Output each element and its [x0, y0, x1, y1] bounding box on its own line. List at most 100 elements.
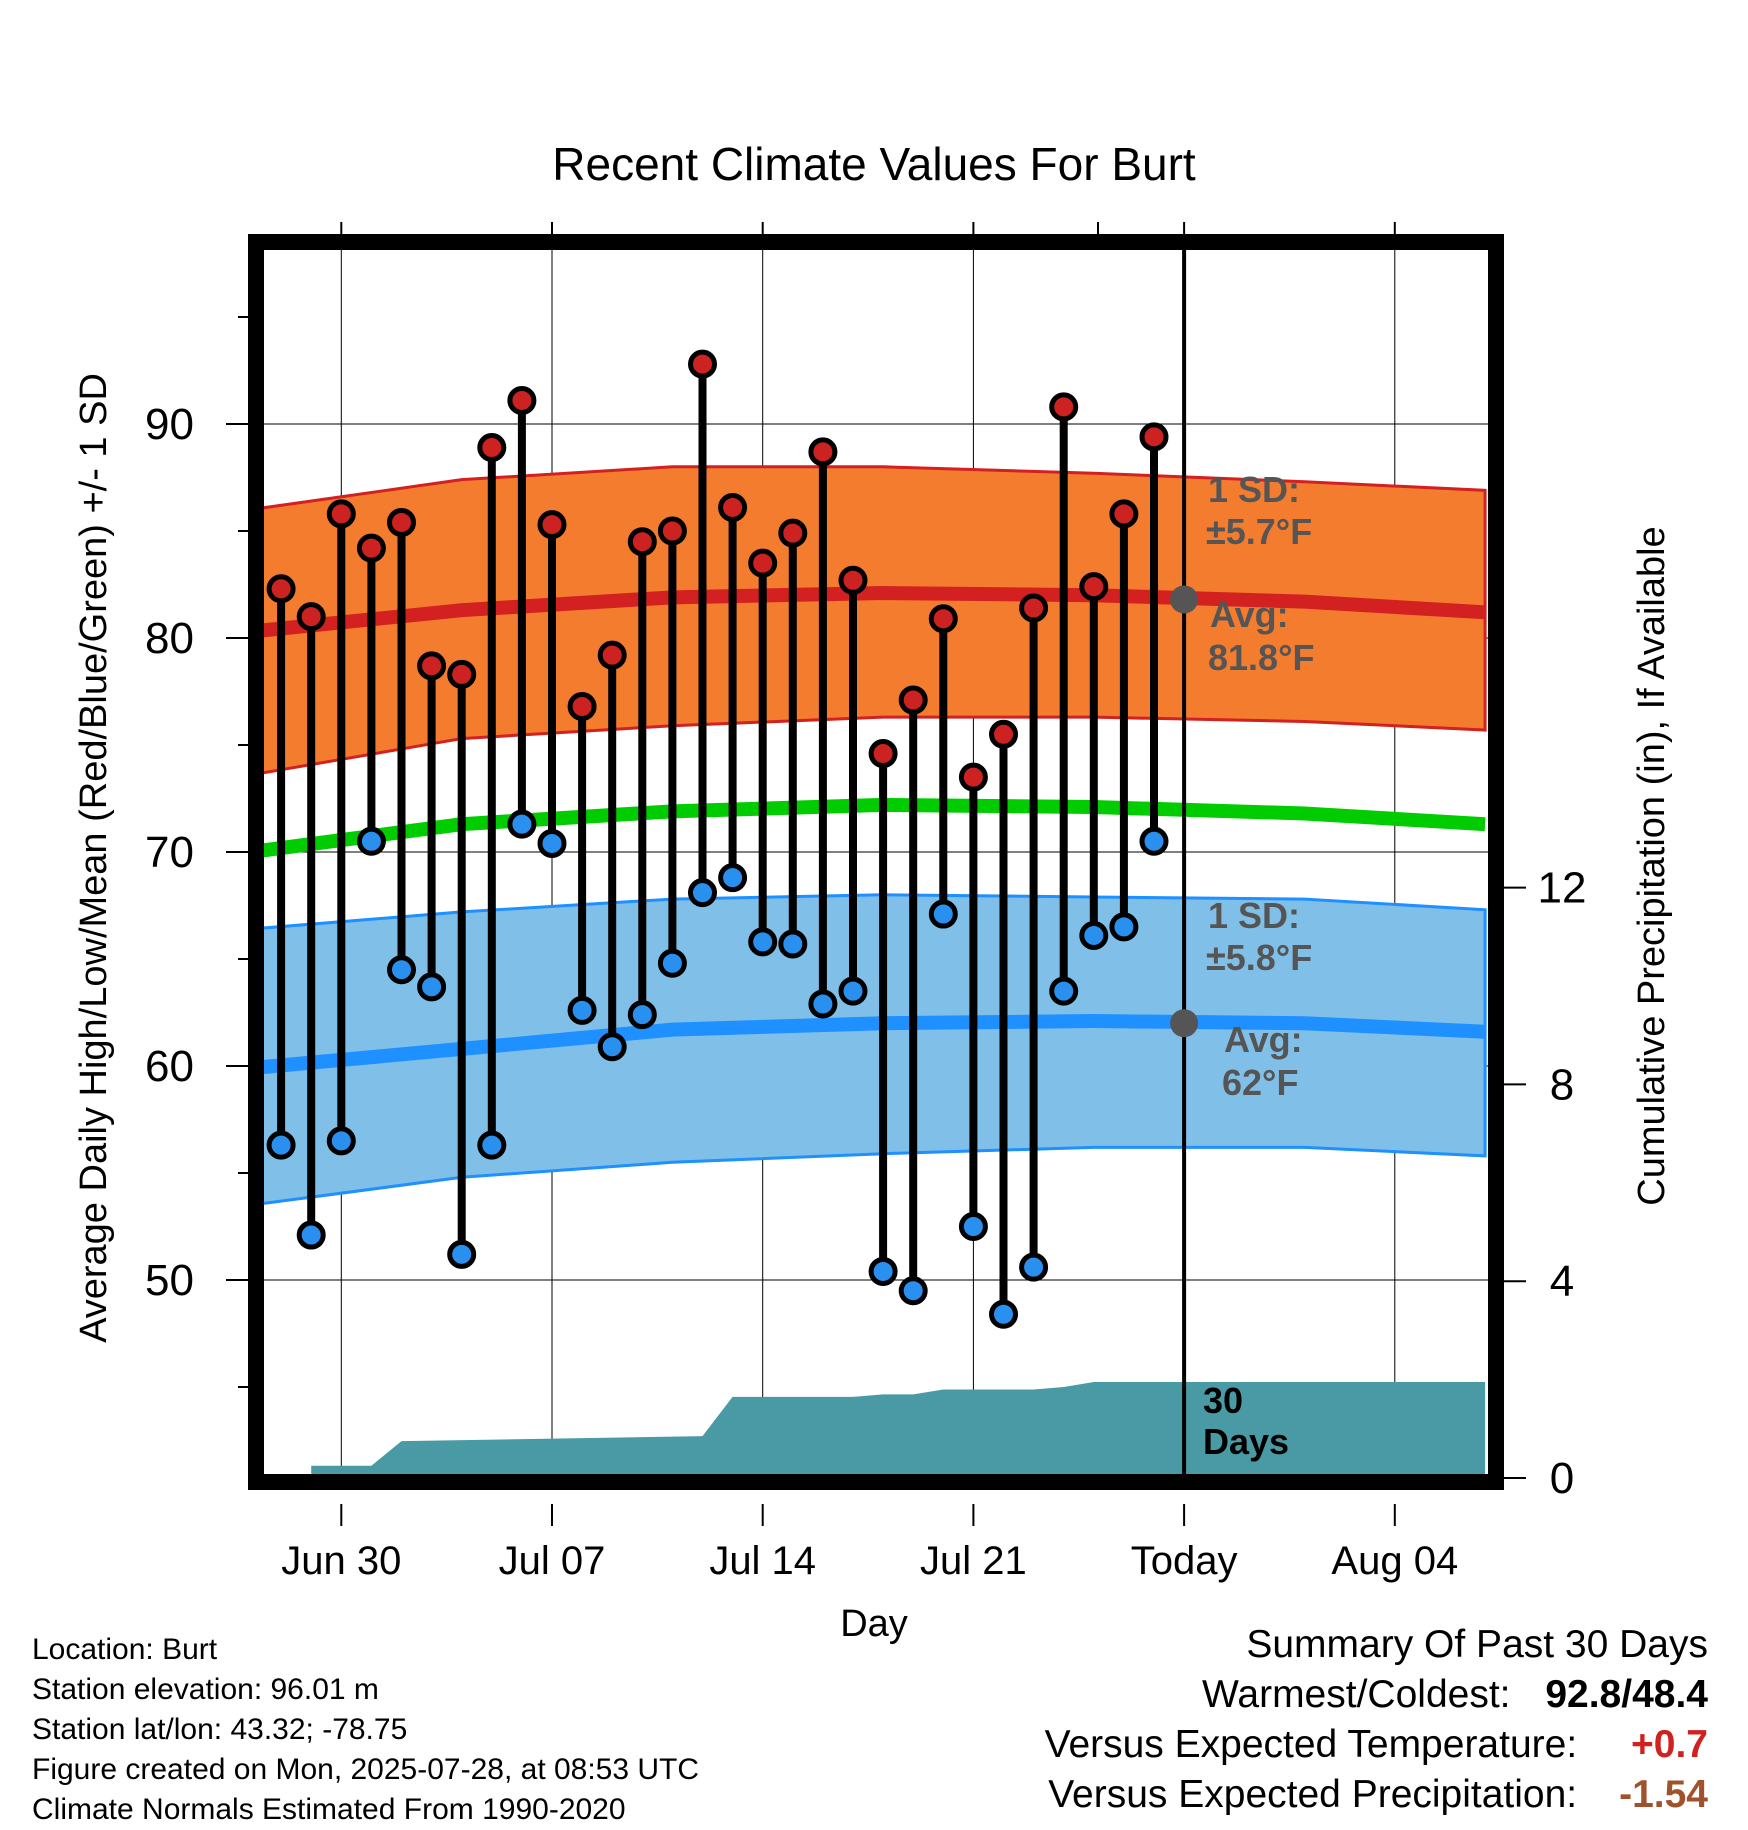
daily-low-point [296, 1220, 326, 1250]
daily-high-point [1019, 593, 1049, 623]
precip-label: Versus Expected Precipitation: [1048, 1773, 1578, 1816]
daily-low-point [688, 878, 717, 908]
warm-cold-value: 92.8/48.4 [1545, 1673, 1708, 1716]
low-sd-band [260, 893, 1487, 1206]
x-tick-label: Jul 14 [709, 1539, 816, 1583]
daily-low-point [989, 1299, 1018, 1329]
created-text: Figure created on Mon, 2025-07-28, at 08… [32, 1753, 700, 1786]
daily-low-point [898, 1276, 928, 1306]
warm-cold-label: Warmest/Coldest: [1202, 1673, 1511, 1716]
y2-axis-label: Cumulative Precipitation (in), If Availa… [1631, 526, 1673, 1205]
location-text: Location: Burt [32, 1633, 218, 1666]
daily-high-point [567, 691, 597, 721]
daily-high-point [507, 385, 537, 415]
daily-high-point [838, 565, 868, 595]
latlon-text: Station lat/lon: 43.32; -78.75 [32, 1713, 408, 1746]
daily-low-point [748, 927, 778, 957]
annotations: 1 SD: ±5.7°F Avg: 81.8°F 1 SD: ±5.8°F Av… [1203, 469, 1314, 1462]
low-avg-value: 62°F [1222, 1062, 1298, 1103]
y-tick-label: 90 [145, 400, 194, 449]
grid [260, 246, 1492, 1478]
daily-low-point [868, 1256, 898, 1286]
high-avg-value: 81.8°F [1208, 637, 1314, 678]
daily-low-point [838, 976, 868, 1006]
x-tick-label: Jun 30 [281, 1539, 401, 1583]
x-axis-label: Day [840, 1603, 908, 1645]
high-sd-value: ±5.7°F [1206, 511, 1312, 552]
daily-high-point [1109, 499, 1139, 529]
y-tick-label: 60 [145, 1042, 194, 1091]
daily-low-point [1019, 1252, 1049, 1282]
days-label-number: 30 [1203, 1380, 1243, 1421]
summary-heading: Summary Of Past 30 Days [1246, 1623, 1708, 1666]
daily-high-point [989, 719, 1018, 749]
y-axis-label: Average Daily High/Low/Mean (Red/Blue/Gr… [73, 373, 115, 1343]
plot-border [248, 234, 1504, 1490]
precip-value: -1.54 [1619, 1773, 1708, 1816]
daily-high-point [1079, 572, 1109, 602]
warm-cold-row: Warmest/Coldest: 92.8/48.4 [1045, 1670, 1708, 1720]
daily-low-point [958, 1212, 988, 1241]
axes: 50 60 70 80 90 0 4 8 12 Jun 30 Jul 07 Jul 14 Jul 21 T… [145, 222, 1586, 1583]
daily-low-point [657, 948, 687, 978]
daily-low-point [627, 1000, 657, 1030]
daily-low-point [447, 1239, 477, 1269]
daily-high-point [958, 762, 988, 792]
summary-panel: Summary Of Past 30 Days Warmest/Coldest:… [1045, 1620, 1708, 1820]
y2-tick-label: 12 [1538, 864, 1587, 913]
precip-area [260, 1382, 1486, 1478]
x-tick-label: Jul 21 [920, 1539, 1027, 1583]
daily-high-point [718, 492, 748, 522]
daily-low-point [1079, 920, 1109, 950]
precip-row: Versus Expected Precipitation: -1.54 [1045, 1770, 1708, 1820]
daily-high-point [296, 602, 326, 632]
daily-bars [266, 349, 1169, 1329]
normal-bands [260, 465, 1487, 1206]
daily-low-point [808, 989, 838, 1019]
plot-frame [248, 234, 1504, 1490]
y-tick-label: 50 [145, 1256, 194, 1305]
normals-text: Climate Normals Estimated From 1990-2020 [32, 1793, 626, 1826]
daily-low-point [537, 828, 567, 858]
daily-high-point [778, 518, 808, 548]
daily-high-point [537, 510, 567, 540]
daily-high-point [356, 533, 386, 563]
daily-low-point [597, 1032, 627, 1062]
daily-high-point [898, 685, 928, 715]
daily-high-point [417, 651, 447, 681]
daily-low-point [356, 826, 386, 856]
daily-high-point [688, 349, 717, 379]
temp-value: +0.7 [1631, 1723, 1708, 1766]
daily-high-point [266, 574, 296, 604]
daily-low-point [928, 899, 958, 929]
low-sd-value: ±5.8°F [1206, 937, 1312, 978]
x-tick-label: Aug 04 [1331, 1539, 1458, 1583]
daily-high-point [1139, 422, 1169, 452]
high-avg-line [260, 586, 1486, 638]
daily-low-point [266, 1130, 296, 1160]
daily-low-point [1049, 976, 1079, 1006]
daily-low-point [718, 863, 748, 893]
x-tick-label: Jul 07 [499, 1539, 606, 1583]
daily-high-point [808, 437, 838, 467]
low-avg-label: Avg: [1224, 1019, 1303, 1060]
daily-low-point [387, 955, 416, 985]
daily-high-point [1049, 392, 1079, 422]
temp-row: Versus Expected Temperature: +0.7 [1045, 1720, 1708, 1770]
low-sd-label: 1 SD: [1208, 895, 1300, 936]
daily-high-point [447, 659, 477, 689]
daily-low-point [477, 1130, 507, 1160]
daily-high-point [326, 499, 356, 529]
x-tick-label: Today [1131, 1539, 1238, 1583]
high-avg-marker [1170, 585, 1199, 614]
y-tick-label: 80 [145, 614, 194, 663]
daily-low-point [507, 809, 537, 839]
mean-avg-line [260, 797, 1486, 858]
y2-tick-label: 0 [1550, 1454, 1574, 1503]
daily-high-point [928, 604, 958, 634]
high-sd-band [260, 465, 1487, 775]
high-sd-label: 1 SD: [1208, 469, 1300, 510]
today-line [1170, 246, 1199, 1478]
daily-low-point [567, 995, 597, 1025]
